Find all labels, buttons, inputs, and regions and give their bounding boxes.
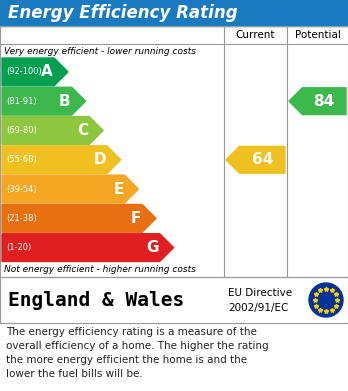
Text: The energy efficiency rating is a measure of the
overall efficiency of a home. T: The energy efficiency rating is a measur… [6, 327, 269, 379]
Polygon shape [2, 234, 174, 262]
Text: (55-68): (55-68) [6, 155, 37, 164]
Text: C: C [77, 123, 88, 138]
Text: 64: 64 [252, 152, 273, 167]
Polygon shape [289, 88, 346, 115]
Text: 84: 84 [314, 94, 335, 109]
Bar [0, 0, 348, 26]
Polygon shape [2, 117, 103, 144]
Polygon shape [226, 146, 285, 173]
Polygon shape [2, 58, 68, 86]
Text: Current: Current [236, 30, 275, 40]
Text: Energy Efficiency Rating: Energy Efficiency Rating [8, 4, 238, 22]
Text: Not energy efficient - higher running costs: Not energy efficient - higher running co… [4, 265, 196, 274]
Text: (39-54): (39-54) [6, 185, 37, 194]
Polygon shape [2, 87, 86, 115]
Bar [0, 277, 348, 323]
Circle shape [309, 283, 343, 317]
Text: G: G [146, 240, 159, 255]
Text: (1-20): (1-20) [6, 243, 31, 252]
Polygon shape [2, 175, 139, 203]
Text: (81-91): (81-91) [6, 97, 37, 106]
Polygon shape [2, 146, 121, 174]
Text: D: D [93, 152, 106, 167]
Text: A: A [41, 65, 53, 79]
Text: Potential: Potential [294, 30, 340, 40]
Text: 2002/91/EC: 2002/91/EC [228, 303, 288, 313]
Text: Very energy efficient - lower running costs: Very energy efficient - lower running co… [4, 47, 196, 56]
Text: EU Directive: EU Directive [228, 288, 292, 298]
Text: E: E [113, 181, 124, 197]
Text: (21-38): (21-38) [6, 214, 37, 223]
Text: (69-80): (69-80) [6, 126, 37, 135]
Text: England & Wales: England & Wales [8, 291, 184, 310]
Polygon shape [2, 204, 156, 232]
Text: F: F [131, 211, 141, 226]
Text: (92-100): (92-100) [6, 67, 42, 76]
Text: B: B [59, 94, 71, 109]
